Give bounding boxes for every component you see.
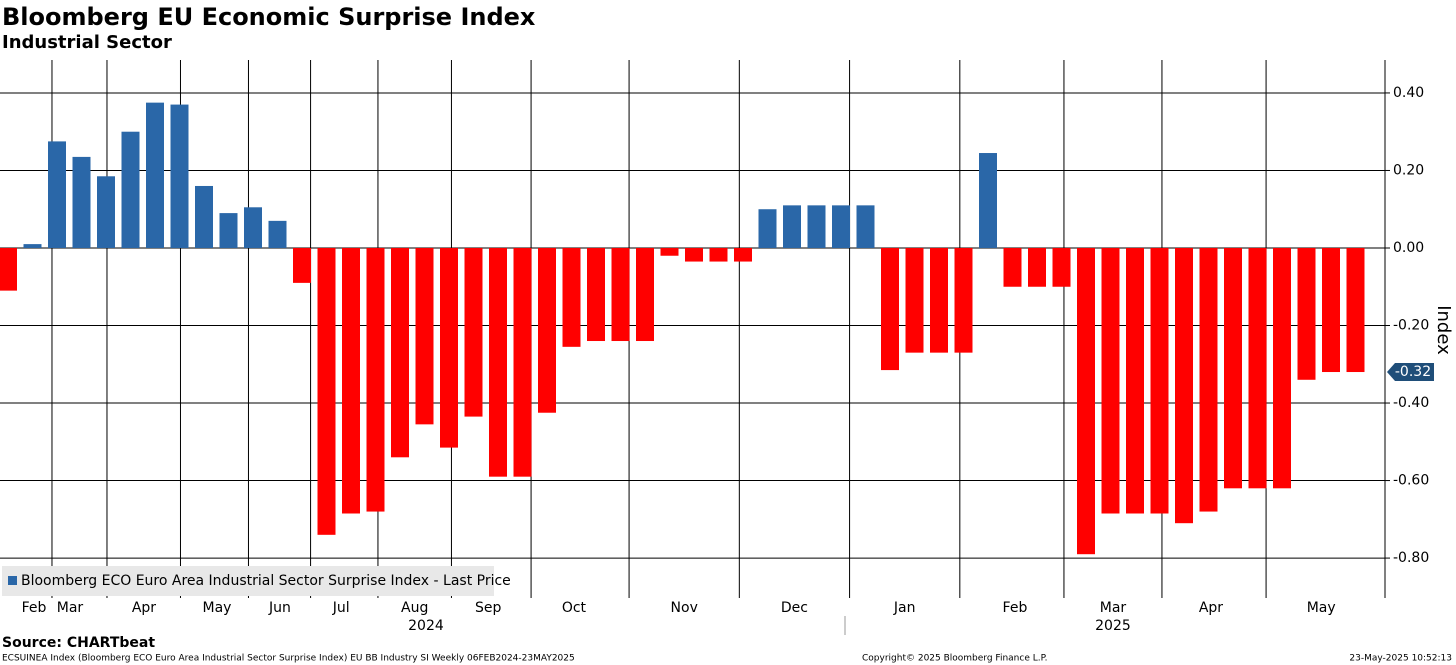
x-tick-label: Mar [1100,600,1127,616]
y-tick-label: -0.20 [1393,318,1429,334]
x-tick-label: Jul [332,600,350,616]
bar [1101,247,1120,514]
x-tick-label: Aug [401,600,428,616]
y-tick-label: -0.80 [1393,550,1429,566]
y-tick-label: 0.20 [1393,162,1424,178]
bar [1003,247,1022,287]
bar [1248,247,1267,489]
bar [1322,247,1340,373]
footer-right: 23-May-2025 10:52:13 [1349,654,1452,664]
bar [1175,247,1193,524]
bar [121,131,140,248]
y-tick-label: -0.60 [1393,473,1429,489]
bar [1077,247,1095,555]
bar [1346,247,1365,373]
bar [538,247,556,413]
bar [1150,247,1169,514]
bar [366,247,385,512]
bar [391,247,409,458]
source: Source: CHARTbeat [2,635,155,651]
x-tick-label: Jan [893,600,916,616]
bar [464,247,483,417]
bar [660,247,679,256]
bar [734,247,752,262]
bar [685,247,703,262]
bar [1028,247,1046,287]
bar [170,104,189,248]
bar [268,220,287,248]
bar [905,247,924,353]
bar [219,213,238,248]
y-axis-label: Index [1433,305,1454,355]
x-tick-label: Apr [1199,600,1223,616]
x-tick-label: Dec [781,600,808,616]
bar [513,247,532,477]
bar [97,176,115,248]
bar [709,247,728,262]
x-tick-label: May [203,600,232,616]
bar [146,102,164,248]
bar [195,185,213,248]
y-tick-label: 0.40 [1393,85,1424,101]
bar [0,247,17,291]
footer-left: ECSUINEA Index (Bloomberg ECO Euro Area … [2,654,575,664]
bar [244,207,262,248]
bar [415,247,434,425]
bar [758,209,777,248]
bar [611,247,630,342]
x-tick-label: Feb [1003,600,1028,616]
year-label: 2025 [1095,618,1131,634]
legend-label: Bloomberg ECO Euro Area Industrial Secto… [21,573,511,589]
bar [930,247,948,353]
x-tick-label: Apr [132,600,156,616]
bar [562,247,581,347]
bar [856,205,875,248]
bar [1199,247,1218,512]
bar [23,244,42,248]
bar [342,247,360,514]
last-value-label: -0.32 [1395,364,1431,380]
last-value-tag [1387,363,1434,382]
chart-title: Bloomberg EU Economic Surprise Index [2,3,536,31]
bar [783,205,801,248]
bar [807,205,826,248]
x-tick-label: Mar [57,600,84,616]
bar [1052,247,1071,287]
x-tick-label: Sep [475,600,502,616]
bar [489,247,507,477]
y-tick-label: 0.00 [1393,240,1424,256]
bar [48,141,66,248]
x-tick-label: Oct [562,600,587,616]
bar [72,156,91,248]
bar [881,247,899,371]
year-label: 2024 [408,618,444,634]
bar [440,247,458,448]
x-tick-label: Jun [268,600,291,616]
legend-swatch [8,576,17,585]
y-tick-label: -0.40 [1393,395,1429,411]
bar [293,247,311,283]
bar [636,247,654,342]
x-tick-label: May [1307,600,1336,616]
bar [1224,247,1242,489]
bar [1273,247,1291,489]
bar [979,153,997,248]
chart-subtitle: Industrial Sector [2,32,172,53]
bar [1297,247,1316,380]
footer-center: Copyright© 2025 Bloomberg Finance L.P. [862,654,1047,664]
x-tick-label: Nov [671,600,698,616]
bar [954,247,973,353]
bar [1126,247,1144,514]
legend-box [2,566,494,596]
x-tick-label: Feb [22,600,47,616]
bar [587,247,605,342]
bar [832,205,850,248]
bar [317,247,336,535]
